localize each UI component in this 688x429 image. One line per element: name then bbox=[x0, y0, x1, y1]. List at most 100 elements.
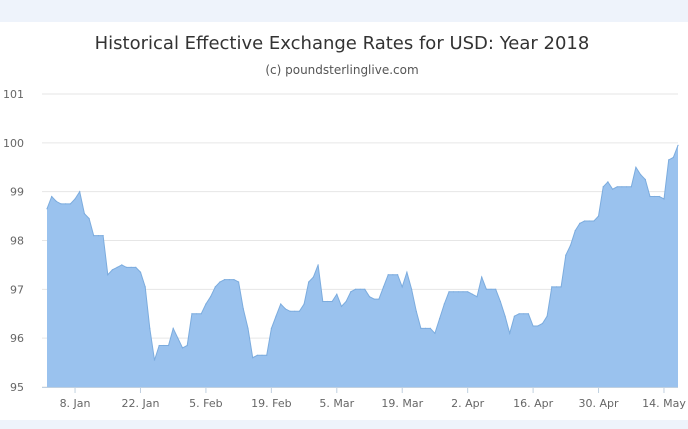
data-point[interactable] bbox=[125, 266, 128, 268]
data-point[interactable] bbox=[312, 276, 314, 278]
data-point[interactable] bbox=[60, 203, 62, 205]
data-point[interactable] bbox=[420, 327, 422, 329]
data-point[interactable] bbox=[467, 291, 469, 293]
data-point[interactable] bbox=[144, 286, 146, 288]
data-point[interactable] bbox=[597, 215, 600, 217]
data-point[interactable] bbox=[317, 264, 319, 266]
data-point[interactable] bbox=[261, 354, 263, 356]
data-point[interactable] bbox=[364, 288, 366, 290]
data-point[interactable] bbox=[448, 291, 450, 293]
data-point[interactable] bbox=[153, 359, 156, 361]
data-point[interactable] bbox=[233, 279, 235, 281]
data-point[interactable] bbox=[485, 288, 487, 290]
data-point[interactable] bbox=[462, 291, 464, 293]
data-point[interactable] bbox=[593, 220, 595, 222]
data-point[interactable] bbox=[551, 286, 553, 288]
data-point[interactable] bbox=[158, 344, 160, 347]
data-point[interactable] bbox=[298, 310, 300, 312]
data-point[interactable] bbox=[672, 156, 674, 159]
data-point[interactable] bbox=[238, 281, 240, 283]
data-point[interactable] bbox=[210, 296, 212, 298]
data-point[interactable] bbox=[649, 195, 651, 198]
data-point[interactable] bbox=[401, 286, 403, 288]
data-point[interactable] bbox=[294, 310, 296, 312]
data-point[interactable] bbox=[359, 288, 361, 290]
data-point[interactable] bbox=[626, 186, 628, 188]
data-point[interactable] bbox=[205, 303, 207, 305]
data-point[interactable] bbox=[88, 217, 90, 220]
data-point[interactable] bbox=[326, 300, 328, 303]
data-point[interactable] bbox=[588, 220, 590, 222]
data-point[interactable] bbox=[121, 264, 123, 266]
data-point[interactable] bbox=[172, 327, 174, 329]
data-point[interactable] bbox=[289, 310, 291, 312]
data-point[interactable] bbox=[275, 315, 277, 317]
data-point[interactable] bbox=[266, 354, 268, 356]
data-point[interactable] bbox=[527, 313, 530, 315]
data-point[interactable] bbox=[677, 144, 679, 146]
data-point[interactable] bbox=[130, 266, 132, 268]
data-point[interactable] bbox=[546, 315, 548, 317]
data-point[interactable] bbox=[93, 235, 95, 237]
data-point[interactable] bbox=[368, 296, 371, 298]
data-point[interactable] bbox=[350, 291, 352, 293]
data-point[interactable] bbox=[247, 327, 249, 329]
data-point[interactable] bbox=[453, 291, 455, 293]
data-point[interactable] bbox=[583, 220, 586, 222]
data-point[interactable] bbox=[532, 325, 534, 327]
data-point[interactable] bbox=[270, 327, 272, 329]
data-point[interactable] bbox=[565, 254, 567, 256]
data-point[interactable] bbox=[163, 344, 165, 347]
data-point[interactable] bbox=[139, 271, 142, 273]
data-point[interactable] bbox=[425, 327, 427, 329]
data-point[interactable] bbox=[331, 300, 333, 303]
data-point[interactable] bbox=[499, 300, 501, 303]
data-point[interactable] bbox=[612, 188, 614, 190]
data-point[interactable] bbox=[574, 230, 576, 232]
data-point[interactable] bbox=[382, 286, 385, 288]
data-point[interactable] bbox=[83, 213, 85, 215]
data-point[interactable] bbox=[560, 286, 562, 288]
data-point[interactable] bbox=[284, 308, 286, 310]
data-point[interactable] bbox=[280, 303, 282, 305]
data-point[interactable] bbox=[523, 313, 525, 315]
data-point[interactable] bbox=[406, 271, 408, 273]
data-point[interactable] bbox=[663, 198, 665, 200]
data-point[interactable] bbox=[177, 337, 179, 339]
data-point[interactable] bbox=[322, 300, 324, 303]
data-point[interactable] bbox=[397, 274, 399, 276]
data-point[interactable] bbox=[46, 208, 48, 210]
data-point[interactable] bbox=[55, 200, 57, 202]
data-point[interactable] bbox=[149, 327, 151, 329]
data-point[interactable] bbox=[518, 313, 520, 315]
data-point[interactable] bbox=[373, 298, 375, 300]
data-point[interactable] bbox=[181, 347, 184, 349]
data-point[interactable] bbox=[579, 222, 581, 224]
data-point[interactable] bbox=[340, 305, 343, 307]
data-point[interactable] bbox=[79, 191, 81, 193]
data-point[interactable] bbox=[607, 181, 609, 183]
data-point[interactable] bbox=[658, 195, 660, 198]
data-point[interactable] bbox=[630, 186, 632, 188]
data-point[interactable] bbox=[135, 266, 137, 268]
data-point[interactable] bbox=[443, 303, 445, 305]
data-point[interactable] bbox=[471, 293, 473, 295]
data-point[interactable] bbox=[116, 266, 118, 268]
data-point[interactable] bbox=[537, 325, 539, 327]
data-point[interactable] bbox=[411, 288, 413, 290]
data-point[interactable] bbox=[303, 303, 305, 305]
data-point[interactable] bbox=[74, 198, 76, 200]
data-point[interactable] bbox=[621, 186, 623, 188]
data-point[interactable] bbox=[107, 274, 109, 276]
data-point[interactable] bbox=[504, 315, 506, 317]
data-point[interactable] bbox=[392, 274, 394, 276]
data-point[interactable] bbox=[434, 332, 436, 334]
data-point[interactable] bbox=[481, 276, 483, 278]
data-point[interactable] bbox=[69, 203, 71, 205]
data-point[interactable] bbox=[476, 296, 478, 298]
data-point[interactable] bbox=[111, 269, 113, 271]
data-point[interactable] bbox=[354, 288, 357, 290]
data-point[interactable] bbox=[186, 344, 188, 347]
data-point[interactable] bbox=[635, 166, 637, 168]
data-point[interactable] bbox=[252, 357, 254, 359]
